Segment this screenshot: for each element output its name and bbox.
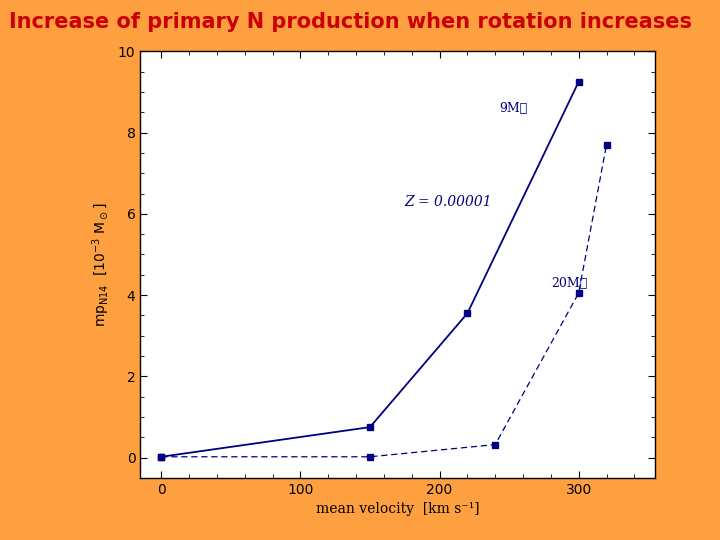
Text: Z = 0.00001: Z = 0.00001 — [405, 195, 492, 208]
Text: 20M☉: 20M☉ — [551, 277, 587, 290]
Text: 9M☉: 9M☉ — [500, 102, 528, 115]
X-axis label: mean velocity  [km s⁻¹]: mean velocity [km s⁻¹] — [316, 502, 480, 516]
Y-axis label: $\mathrm{mp_{N14}}$  $[10^{-3}\ \mathrm{M_\odot}]$: $\mathrm{mp_{N14}}$ $[10^{-3}\ \mathrm{M… — [91, 202, 112, 327]
Text: Increase of primary N production when rotation increases: Increase of primary N production when ro… — [9, 12, 692, 32]
